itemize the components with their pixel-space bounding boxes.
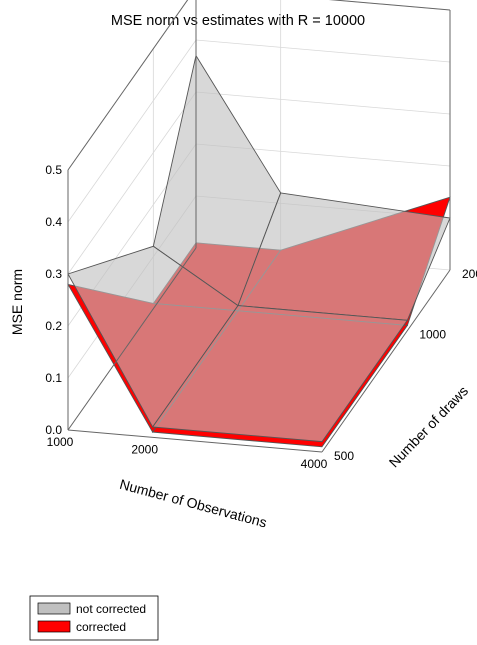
- x-axis-label: Number of Observations: [118, 476, 269, 531]
- surface-patch: [151, 305, 409, 443]
- box-edge: [67, 247, 197, 431]
- chart-title: MSE norm vs estimates with R = 10000: [111, 13, 365, 29]
- axes-box: [67, 0, 451, 453]
- z-tick-label: 0.0: [45, 423, 62, 437]
- y-tick-label: 500: [334, 449, 354, 463]
- legend-label-not-corrected: not corrected: [76, 602, 146, 616]
- z-tick-label: 0.2: [45, 319, 62, 333]
- z-tick-label: 0.5: [45, 163, 62, 177]
- surfaces: [67, 54, 451, 448]
- x-tick-label: 4000: [301, 457, 328, 471]
- z-tick-label: 0.1: [45, 371, 62, 385]
- box-edge: [67, 429, 323, 453]
- box-edge: [328, 0, 451, 11]
- z-axis-label: MSE norm: [9, 269, 25, 335]
- box-edge: [321, 269, 451, 453]
- tick-labels: 0.0 0.1 0.2 0.3 0.4 0.5 1000 2000 4000 2000 1000 50…: [45, 163, 477, 471]
- legend-swatch-not-corrected: [37, 602, 71, 615]
- y-tick-label: 2000: [462, 267, 477, 281]
- z-tick-label: 0.4: [45, 215, 62, 229]
- y-axis-label: Number of draws: [386, 383, 472, 471]
- legend-swatch-corrected: [37, 620, 71, 633]
- z-tick-label: 0.3: [45, 267, 62, 281]
- box-edge: [67, 0, 189, 171]
- legend-label-corrected: corrected: [76, 620, 126, 634]
- y-tick-label: 1000: [419, 328, 446, 342]
- x-tick-label: 1000: [47, 435, 74, 449]
- x-tick-label: 2000: [131, 442, 158, 456]
- surface-not-corrected: [67, 54, 451, 443]
- legend: not corrected corrected: [29, 595, 159, 641]
